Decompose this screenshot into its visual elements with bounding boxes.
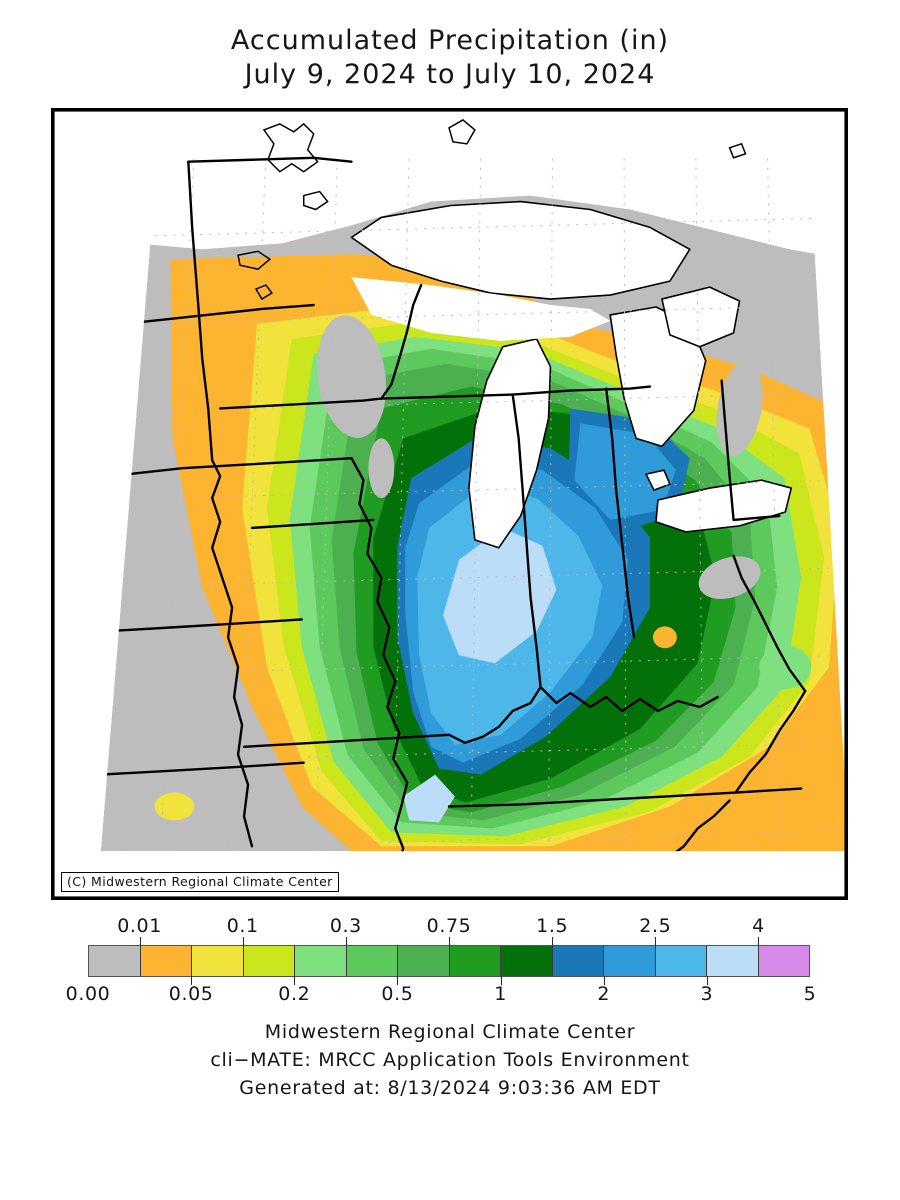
- colorbar-segment-8[interactable]: [501, 946, 553, 976]
- colorbar-tick-label-3: 3: [700, 983, 714, 1005]
- colorbar-segment-2[interactable]: [192, 946, 244, 976]
- colorbar-tick-label-1.5: 1.5: [536, 915, 569, 937]
- wet-pocket-kentucky: [652, 626, 677, 649]
- colorbar-tick-mark-0.75: [449, 937, 450, 946]
- graticule-layer: [100, 154, 846, 852]
- colorbar-tick-label-0.05: 0.05: [168, 983, 214, 1005]
- colorbar-segment-1[interactable]: [140, 946, 192, 976]
- colorbar-segment-0[interactable]: [89, 946, 141, 976]
- colorbar-segment-9[interactable]: [552, 946, 604, 976]
- precip-contour-layer: [100, 154, 846, 852]
- great-lakes-layer: [53, 110, 846, 549]
- canada-mask: [53, 110, 846, 260]
- colorbar-segment-13[interactable]: [758, 946, 809, 976]
- colorbar-segment-6[interactable]: [398, 946, 450, 976]
- colorbar-tick-label-0.00: 0.00: [65, 983, 111, 1005]
- state-boundaries-layer: [99, 156, 807, 888]
- colorbar-tick-label-0.1: 0.1: [226, 915, 259, 937]
- title-line-2: July 9, 2024 to July 10, 2024: [244, 59, 656, 90]
- map-credit: (C) Midwestern Regional Climate Center: [61, 872, 339, 892]
- pocket-kansas: [154, 792, 195, 821]
- colorbar-tick-label-4: 4: [752, 915, 765, 937]
- colorbar-segment-3[interactable]: [243, 946, 295, 976]
- dry-pocket-nebraska: [316, 315, 387, 438]
- colorbar-tick-mark-3: [706, 976, 708, 985]
- colorbar-segment-7[interactable]: [449, 946, 501, 976]
- lake-superior: [350, 200, 691, 300]
- colorbar-tick-mark-0.5: [397, 976, 399, 985]
- footer-line-3: Generated at: 8/13/2024 9:03:36 AM EDT: [239, 1077, 661, 1099]
- colorbar-tick-mark-0.05: [191, 976, 193, 985]
- colorbar-tick-label-5: 5: [803, 983, 817, 1005]
- map-panel[interactable]: (C) Midwestern Regional Climate Center: [51, 108, 848, 900]
- dry-pocket-kentucky: [698, 556, 761, 599]
- colorbar-segment-11[interactable]: [655, 946, 707, 976]
- colorbar-tick-mark-0.3: [345, 937, 347, 946]
- footer: Midwestern Regional Climate Center cli−M…: [0, 1018, 900, 1102]
- colorbar-tick-mark-0.2: [294, 976, 296, 985]
- colorbar-tick-label-0.01: 0.01: [117, 915, 162, 937]
- colorbar-tick-label-2.5: 2.5: [639, 915, 672, 937]
- colorbar-segment-12[interactable]: [707, 946, 759, 976]
- colorbar-segment-10[interactable]: [604, 946, 656, 976]
- footer-line-1: Midwestern Regional Climate Center: [264, 1021, 636, 1043]
- coastline-detail-layer: [237, 119, 747, 301]
- colorbar-segment-5[interactable]: [346, 946, 398, 976]
- colorbar-top-labels: 0.01 0.1 0.3 0.75 1.5 2.5 4: [0, 915, 900, 941]
- colorbar-segment-4[interactable]: [295, 946, 347, 976]
- colorbar-tick-mark-0.1: [242, 937, 244, 946]
- colorbar[interactable]: 0.01 0.1 0.3 0.75 1.5 2.5 4 0.00 0.05 0.2 0.5 1 2 3 5: [0, 915, 900, 1007]
- colorbar-tick-label-0.3: 0.3: [329, 915, 362, 937]
- lake-st-clair: [645, 469, 671, 491]
- colorbar-tick-label-0.5: 0.5: [381, 983, 414, 1005]
- colorbar-tick-label-0.75: 0.75: [426, 915, 472, 937]
- colorbar-tick-label-0.2: 0.2: [278, 983, 311, 1005]
- dry-pocket-ohio: [716, 361, 763, 456]
- colorbar-tick-mark-1: [500, 976, 502, 985]
- colorbar-tick-mark-0.01: [139, 937, 141, 946]
- georgian-bay: [661, 286, 741, 348]
- colorbar-tick-mark-2: [603, 976, 605, 985]
- map-border: [53, 110, 846, 898]
- colorbar-bar[interactable]: [88, 945, 810, 977]
- dry-pocket-iowa: [368, 438, 395, 499]
- page-title: Accumulated Precipitation (in) July 9, 2…: [0, 24, 900, 92]
- colorbar-tick-mark-1.5: [552, 937, 554, 946]
- colorbar-bottom-labels: 0.00 0.05 0.2 0.5 1 2 3 5: [0, 981, 900, 1007]
- title-line-1: Accumulated Precipitation (in): [230, 25, 670, 56]
- colorbar-tick-label-2: 2: [597, 983, 611, 1005]
- colorbar-tick-mark-4: [758, 937, 760, 946]
- precipitation-map-svg: [53, 110, 846, 898]
- colorbar-tick-label-1: 1: [494, 983, 507, 1005]
- footer-line-2: cli−MATE: MRCC Application Tools Environ…: [210, 1049, 690, 1071]
- colorbar-tick-mark-2.5: [655, 937, 657, 946]
- pocket-west-virginia: [759, 645, 812, 690]
